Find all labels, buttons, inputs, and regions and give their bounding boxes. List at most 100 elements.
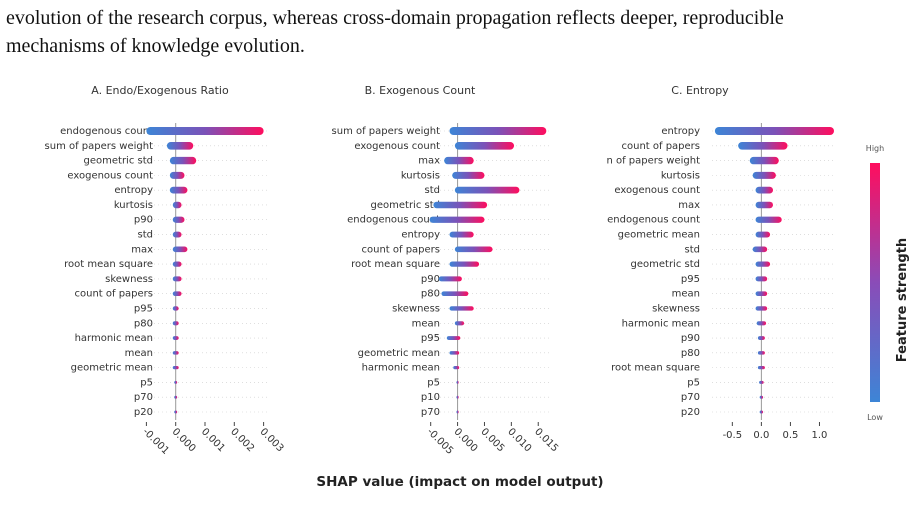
feature-label: sum of papers weight [45, 141, 154, 152]
shap-spread [453, 366, 460, 370]
shap-spread [438, 276, 462, 282]
feature-label: sum of papers weight [332, 126, 441, 137]
shap-spread [759, 410, 764, 414]
shap-spread [449, 127, 547, 135]
feature-label: p80 [681, 348, 700, 359]
shap-spread [714, 127, 834, 135]
feature-label: p90 [681, 333, 700, 344]
x-tick-label: 0.010 [505, 426, 533, 454]
shap-spread [441, 291, 469, 297]
shap-spread [456, 380, 459, 384]
feature-label: harmonic mean [75, 333, 153, 344]
x-tick-label: 0.001 [199, 426, 227, 454]
feature-label: endogenous count [347, 215, 440, 226]
shap-spread [169, 171, 185, 179]
feature-label: root mean square [611, 363, 700, 374]
shap-spread [146, 127, 264, 135]
feature-label: root mean square [351, 259, 440, 270]
shap-spread [755, 231, 771, 238]
shap-spread [172, 291, 182, 297]
shap-spread [757, 351, 765, 355]
x-tick-label: 1.0 [812, 430, 828, 441]
x-tick-label: -0.001 [140, 426, 171, 457]
panel-title: C. Entropy [671, 84, 729, 97]
feature-label: geometric mean [71, 363, 153, 374]
x-tick-label: 0.003 [257, 426, 285, 454]
feature-label: exogenous count [614, 185, 700, 196]
feature-label: geometric std [631, 259, 700, 270]
shap-spread [172, 336, 179, 340]
shap-spread [738, 141, 788, 150]
colorbar-high: High [866, 144, 884, 153]
feature-label: p5 [687, 377, 700, 388]
shap-spread [172, 351, 179, 355]
feature-label: skewness [392, 303, 440, 314]
shap-spread [755, 201, 773, 209]
x-tick-label: 0.002 [228, 426, 256, 454]
shap-spread [446, 336, 461, 340]
shap-spread [174, 410, 178, 414]
shap-spread [169, 186, 188, 194]
shap-spread [456, 395, 459, 399]
shap-spread [755, 291, 768, 297]
feature-label: std [685, 244, 700, 255]
shap-spread [755, 306, 768, 311]
feature-label: endogenous count [60, 126, 153, 137]
feature-label: geometric std [84, 156, 153, 167]
feature-label: p20 [134, 407, 153, 418]
feature-label: std [425, 185, 440, 196]
feature-label: kurtosis [661, 170, 700, 181]
shap-spread [449, 306, 474, 311]
feature-label: p20 [681, 407, 700, 418]
feature-label: n of papers weight [606, 156, 700, 167]
shap-spread [449, 351, 460, 355]
shap-spread [752, 171, 776, 179]
shap-spread [429, 216, 485, 223]
shap-spread [454, 141, 515, 150]
feature-label: entropy [114, 185, 153, 196]
feature-label: mean [672, 289, 700, 300]
shap-spread [166, 141, 194, 150]
feature-label: count of papers [621, 141, 700, 152]
x-tick-label: -0.5 [723, 430, 743, 441]
feature-label: mean [412, 318, 440, 329]
shap-spread [172, 246, 188, 253]
feature-label: count of papers [74, 289, 153, 300]
shap-spread [752, 246, 768, 253]
feature-label: p10 [421, 392, 440, 403]
shap-spread [449, 231, 474, 238]
shap-spread [172, 261, 182, 267]
x-tick-label: 0.5 [782, 430, 798, 441]
shap-spread [174, 395, 178, 399]
shap-spread [172, 366, 179, 370]
feature-label: geometric mean [618, 230, 700, 241]
paragraph-line: mechanisms of knowledge evolution. [6, 35, 305, 57]
panel-title: A. Endo/Exogenous Ratio [91, 84, 229, 97]
x-tick-label: 0.000 [170, 426, 198, 454]
feature-label: p95 [681, 274, 700, 285]
colorbar-low: Low [867, 413, 883, 422]
feature-label: skewness [105, 274, 153, 285]
feature-label: harmonic mean [362, 363, 440, 374]
shap-spread [755, 261, 771, 267]
feature-label: endogenous count [607, 215, 700, 226]
feature-label: p70 [681, 392, 700, 403]
panel-title: B. Exogenous Count [365, 84, 476, 97]
x-tick-label: 0.0 [753, 430, 769, 441]
shap-spread [759, 380, 764, 384]
feature-label: p5 [140, 377, 153, 388]
colorbar-title: Feature strength [895, 238, 910, 362]
x-tick-label: 0.005 [478, 426, 506, 454]
shap-spread [433, 201, 488, 209]
feature-label: geometric std [371, 200, 440, 211]
feature-label: p80 [421, 289, 440, 300]
shap-spread [755, 186, 773, 194]
feature-label: skewness [652, 303, 700, 314]
shap-spread [755, 216, 782, 223]
shap-spread [756, 321, 767, 326]
shap-spread [454, 246, 493, 253]
feature-label: p5 [427, 377, 440, 388]
x-tick-label: 0.000 [451, 426, 479, 454]
shap-spread [174, 380, 178, 384]
